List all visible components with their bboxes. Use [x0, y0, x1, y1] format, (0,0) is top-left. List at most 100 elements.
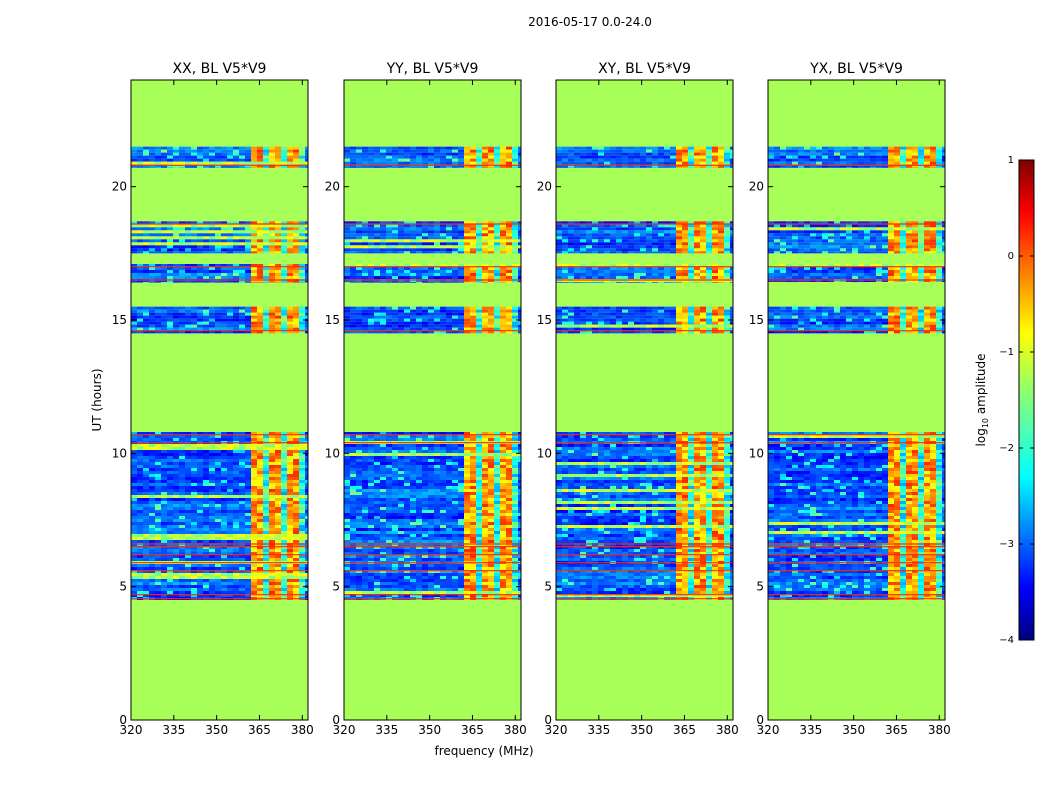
heatmap-cell	[299, 230, 305, 234]
heatmap-cell	[440, 321, 446, 325]
heatmap-cell	[167, 233, 173, 237]
heatmap-cell	[245, 161, 251, 165]
heatmap-cell	[203, 528, 209, 531]
heatmap-cell	[506, 516, 512, 519]
heatmap-cell	[299, 276, 305, 279]
heatmap-cell	[476, 564, 482, 567]
heatmap-cell	[512, 324, 518, 328]
heatmap-cell	[368, 510, 374, 513]
heatmap-cell	[209, 585, 215, 588]
heatmap-cell	[416, 450, 422, 453]
heatmap-cell	[269, 558, 275, 561]
heatmap-cell	[191, 528, 197, 531]
heatmap-cell	[263, 576, 269, 579]
heatmap-cell	[149, 483, 155, 486]
heatmap-cell	[305, 155, 308, 159]
heatmap-cell	[263, 486, 269, 489]
heatmap-cell	[416, 315, 422, 319]
heatmap-cell	[458, 456, 464, 459]
heatmap-cell	[368, 573, 374, 576]
heatmap-cell	[137, 330, 143, 334]
heatmap-cell	[356, 270, 362, 273]
heatmap-cell	[245, 537, 251, 540]
heatmap-cell	[149, 585, 155, 588]
heatmap-cell	[440, 221, 446, 225]
heatmap-cell	[275, 447, 281, 450]
heatmap-cell	[155, 438, 161, 441]
heatmap-cell	[344, 486, 350, 489]
heatmap-cell	[464, 576, 470, 579]
heatmap-cell	[221, 321, 227, 325]
heatmap-cell	[494, 270, 500, 273]
heatmap-cell	[149, 155, 155, 159]
heatmap-cell	[263, 227, 269, 231]
heatmap-cell	[281, 462, 287, 465]
heatmap-cell	[482, 594, 488, 597]
heatmap-cell	[518, 576, 521, 579]
heatmap-cell	[149, 486, 155, 489]
heatmap-cell	[293, 447, 299, 450]
heatmap-cell	[416, 525, 422, 528]
heatmap-cell	[173, 474, 179, 477]
heatmap-cell	[281, 242, 287, 246]
heatmap-cell	[287, 567, 293, 570]
heatmap-cell	[362, 528, 368, 531]
heatmap-cell	[137, 459, 143, 462]
heatmap-cell	[452, 540, 458, 543]
heatmap-cell	[149, 276, 155, 279]
heatmap-cell	[161, 564, 167, 567]
heatmap-cell	[392, 273, 398, 276]
heatmap-cell	[293, 315, 299, 319]
heatmap-cell	[452, 465, 458, 468]
heatmap-cell	[167, 267, 173, 270]
heatmap-cell	[380, 309, 386, 313]
heatmap-cell	[299, 489, 305, 492]
heatmap-cell	[245, 477, 251, 480]
heatmap-cell	[251, 588, 257, 591]
heatmap-cell	[203, 579, 209, 582]
heatmap-cell	[374, 486, 380, 489]
heatmap-cell	[374, 501, 380, 504]
heatmap-cell	[458, 270, 464, 273]
heatmap-cell	[245, 312, 251, 316]
heatmap-cell	[452, 510, 458, 513]
heatmap-cell	[500, 483, 506, 486]
heatmap-cell	[476, 549, 482, 552]
heatmap-cell	[227, 315, 233, 319]
heatmap-cell	[476, 534, 482, 537]
heatmap-cell	[362, 270, 368, 273]
heatmap-cell	[299, 516, 305, 519]
heatmap-cell	[350, 567, 356, 570]
heatmap-cell	[380, 327, 386, 331]
heatmap-cell	[386, 282, 392, 283]
heatmap-cell	[380, 516, 386, 519]
heatmap-cell	[221, 327, 227, 331]
heatmap-cell	[185, 318, 191, 322]
heatmap-cell	[161, 525, 167, 528]
x-tick-label: 380	[291, 723, 314, 737]
heatmap-cell	[374, 522, 380, 525]
heatmap-cell	[476, 462, 482, 465]
heatmap-cell	[380, 224, 386, 228]
heatmap-cell	[470, 453, 476, 456]
heatmap-cell	[470, 462, 476, 465]
heatmap-cell	[422, 459, 428, 462]
heatmap-cell	[440, 510, 446, 513]
heatmap-cell	[155, 480, 161, 483]
heatmap-cell	[362, 534, 368, 537]
heatmap-cell	[221, 582, 227, 585]
heatmap-cell	[392, 221, 398, 225]
heatmap-cell	[191, 227, 197, 231]
heatmap-cell	[512, 330, 518, 334]
heatmap-cell	[410, 327, 416, 331]
heatmap-cell	[233, 233, 239, 237]
heatmap-cell	[281, 546, 287, 549]
heatmap-cell	[380, 495, 386, 498]
heatmap-cell	[143, 540, 149, 543]
heatmap-cell	[434, 321, 440, 325]
heatmap-cell	[488, 312, 494, 316]
heatmap-cell	[221, 528, 227, 531]
heatmap-cell	[452, 273, 458, 276]
heatmap-cell	[173, 435, 179, 438]
heatmap-cell	[209, 477, 215, 480]
